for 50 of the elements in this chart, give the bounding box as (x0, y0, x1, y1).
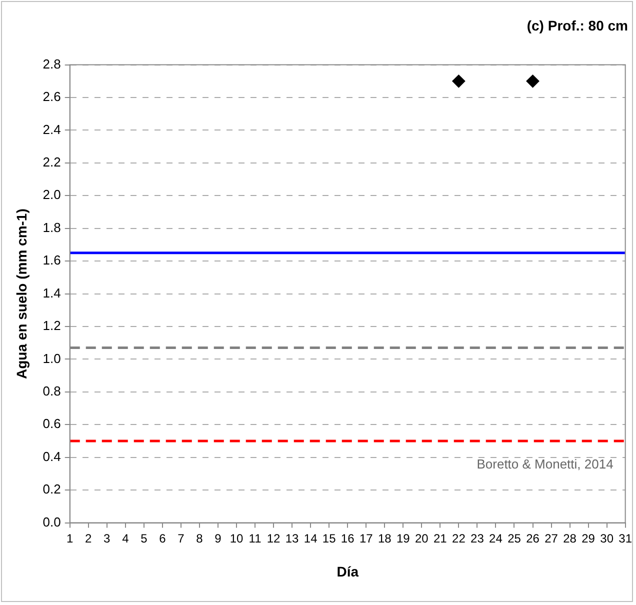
x-tick-label: 31 (618, 531, 632, 546)
y-tick-label: 1.8 (42, 220, 61, 235)
y-tick-label: 2.6 (42, 89, 61, 104)
x-tick-label: 28 (563, 531, 577, 546)
y-tick-label: 2.8 (42, 56, 61, 72)
y-tick-label: 1.4 (42, 285, 61, 300)
x-tick-label: 2 (85, 531, 92, 546)
y-tick-label: 0.2 (42, 482, 61, 497)
x-tick-label: 30 (600, 531, 614, 546)
x-tick-label: 26 (526, 531, 540, 546)
y-tick-label: 1.2 (42, 318, 61, 334)
x-tick-label: 1 (66, 531, 74, 546)
y-tick-label: 2.4 (42, 122, 61, 137)
x-tick-label: 12 (266, 531, 281, 546)
x-tick-label: 23 (470, 531, 484, 546)
x-tick-label: 29 (582, 531, 596, 546)
x-tick-label: 5 (140, 531, 148, 546)
x-tick-label: 21 (433, 531, 448, 546)
x-tick-label: 4 (122, 531, 130, 546)
y-tick-label: 0.4 (42, 448, 61, 464)
x-tick-label: 14 (304, 531, 318, 546)
y-tick-label: 2.2 (42, 154, 61, 170)
x-tick-label: 13 (285, 531, 300, 546)
x-tick-label: 22 (452, 531, 466, 546)
x-axis-title: Día (336, 563, 359, 580)
x-tick-label: 15 (322, 531, 336, 546)
x-tick-label: 7 (178, 531, 185, 546)
y-tick-label: 0.6 (42, 416, 61, 432)
annotation: Boretto & Monetti, 2014 (476, 456, 614, 472)
y-tick-label: 2.0 (42, 187, 61, 202)
x-tick-label: 11 (248, 531, 262, 546)
y-tick-label: 1.6 (42, 252, 61, 268)
x-tick-label: 27 (544, 531, 558, 546)
x-tick-label: 24 (489, 531, 503, 546)
y-tick-label: 0.0 (42, 514, 61, 530)
x-tick-label: 17 (359, 531, 374, 546)
x-tick-label: 19 (396, 531, 410, 546)
x-tick-label: 10 (230, 531, 244, 546)
x-tick-label: 25 (508, 531, 522, 546)
x-tick-label: 20 (414, 531, 429, 546)
y-axis-title: Agua en suelo (mm cm-1) (13, 208, 30, 379)
x-tick-label: 16 (340, 531, 355, 546)
x-tick-label: 18 (378, 531, 392, 546)
x-tick-label: 8 (196, 531, 204, 546)
chart-title: (c) Prof.: 80 cm (526, 17, 628, 34)
y-tick-label: 0.8 (42, 384, 61, 399)
x-tick-label: 3 (104, 531, 111, 546)
y-tick-label: 1.0 (42, 350, 61, 366)
x-tick-label: 6 (159, 531, 166, 546)
x-tick-label: 9 (214, 531, 222, 546)
